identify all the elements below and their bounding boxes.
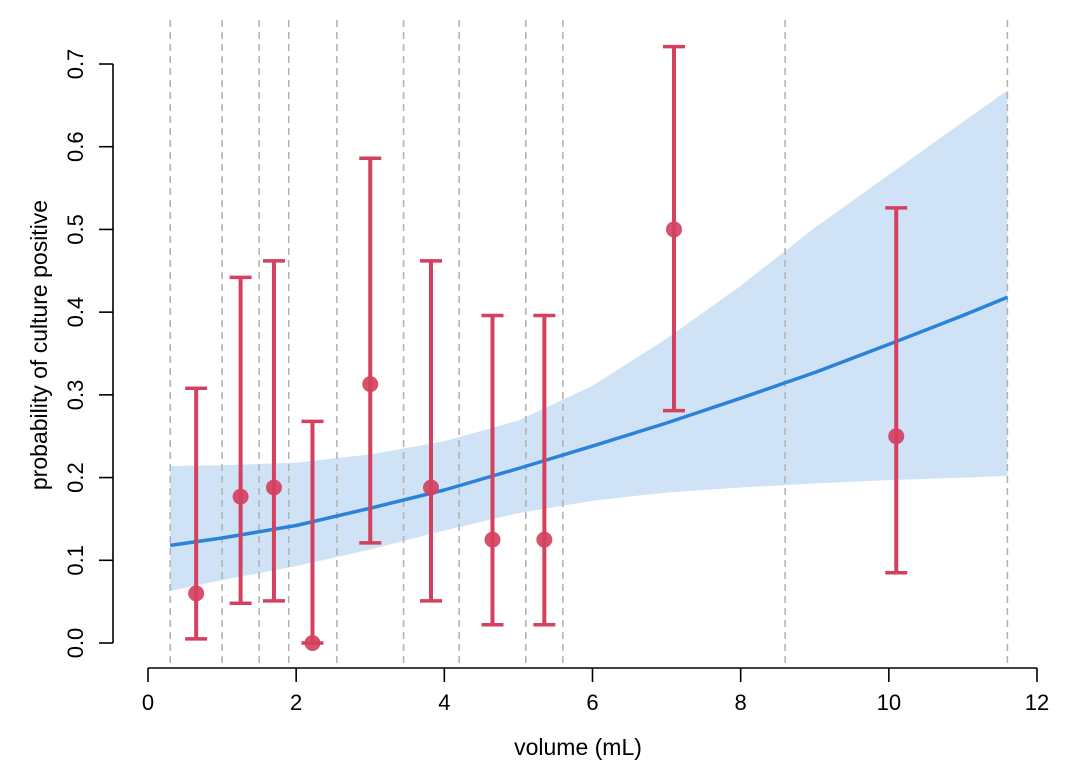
- data-point-8: [665, 221, 682, 238]
- data-point-group-0: [185, 386, 208, 641]
- y-tick-label-7: 0.7: [63, 49, 88, 80]
- data-point-0: [188, 585, 205, 602]
- data-point-group-6: [481, 313, 504, 627]
- y-axis-label: probability of culture positive: [26, 200, 52, 490]
- data-point-1: [232, 488, 249, 505]
- points-layer: [185, 44, 908, 651]
- y-tick-label-0: 0.0: [63, 628, 88, 659]
- y-tick-label-1: 0.1: [63, 545, 88, 576]
- x-axis-label: volume (mL): [514, 734, 642, 760]
- x-tick-label-4: 8: [735, 690, 747, 715]
- data-point-group-2: [262, 259, 285, 603]
- data-point-group-4: [359, 156, 382, 545]
- data-point-4: [362, 376, 379, 393]
- axes-layer: 0 2 4 6 8 10 12 0.0 0.1 0.2 0.3 0.4 0.5 0.6 0.7: [63, 49, 1049, 715]
- reference-lines-layer: [169, 20, 1009, 668]
- data-point-group-9: [885, 206, 908, 575]
- y-tick-label-6: 0.6: [63, 131, 88, 162]
- x-tick-label-2: 4: [438, 690, 450, 715]
- data-point-group-3: [301, 419, 324, 651]
- data-point-7: [536, 531, 553, 548]
- data-point-6: [484, 531, 501, 548]
- x-tick-label-0: 0: [142, 690, 154, 715]
- data-point-5: [422, 479, 439, 496]
- data-point-group-1: [229, 275, 252, 606]
- data-point-group-7: [533, 313, 556, 627]
- confidence-band: [170, 90, 1008, 591]
- confidence-band-layer: [170, 90, 1008, 591]
- y-tick-label-3: 0.3: [63, 380, 88, 411]
- y-tick-label-5: 0.5: [63, 214, 88, 245]
- data-point-group-5: [419, 259, 442, 603]
- data-point-9: [888, 428, 905, 445]
- y-tick-label-2: 0.2: [63, 462, 88, 493]
- fit-line: [169, 295, 1009, 548]
- data-point-3: [304, 635, 321, 651]
- y-tick-label-4: 0.4: [63, 297, 88, 328]
- fit-line-layer: [169, 295, 1009, 548]
- x-tick-label-1: 2: [290, 690, 302, 715]
- x-tick-label-3: 6: [586, 690, 598, 715]
- data-point-group-8: [662, 44, 685, 413]
- data-point-2: [265, 479, 282, 496]
- x-tick-label-6: 12: [1025, 690, 1049, 715]
- x-tick-label-5: 10: [877, 690, 901, 715]
